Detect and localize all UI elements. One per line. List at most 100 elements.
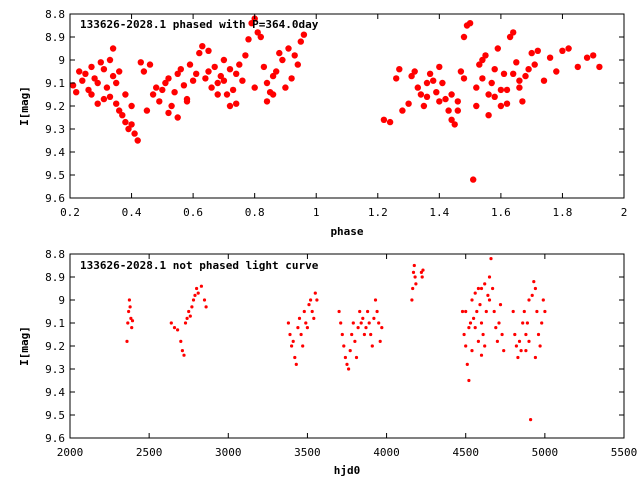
unphased-data-point <box>183 321 188 325</box>
phased-data-point <box>399 107 406 114</box>
unphased-data-point <box>204 305 208 309</box>
phased-data-point <box>583 54 591 61</box>
phased-data-point <box>430 77 437 84</box>
phased-data-point <box>149 91 157 98</box>
phased-data-point <box>131 130 138 137</box>
unphased-data-point <box>502 349 506 353</box>
unphased-data-point <box>536 332 541 337</box>
unphased-data-point <box>130 326 134 330</box>
phased-x-tick-label: 0.2 <box>60 206 80 219</box>
unphased-data-point <box>517 339 522 343</box>
unphased-data-point <box>369 332 373 337</box>
unphased-data-point <box>343 355 347 360</box>
unphased-x-tick-label: 3000 <box>215 446 242 459</box>
phased-data-point <box>454 107 461 114</box>
unphased-data-point <box>348 349 352 353</box>
phased-data-point <box>205 47 212 54</box>
unphased-ticks: 2000 2500 3000 3500 4000 4500 5000 5500 8.8 8.9 9 9… <box>45 248 637 459</box>
phased-data-point <box>516 84 523 91</box>
unphased-data-point <box>345 362 349 366</box>
phased-data-point <box>528 49 535 57</box>
phased-data-point <box>433 89 440 96</box>
unphased-data-point <box>293 355 297 360</box>
unphased-chart-title: 133626-2028.1 not phased light curve <box>80 259 319 272</box>
phased-data-point <box>451 121 458 128</box>
phased-y-tick-label: 8.9 <box>45 31 65 44</box>
phased-chart-title: 133626-2028.1 phased with P=364.0day <box>80 18 319 31</box>
unphased-data-point <box>411 270 416 274</box>
unphased-data-point <box>191 298 196 302</box>
phased-data-point <box>165 75 172 82</box>
phased-x-tick-label: 1.4 <box>429 206 449 219</box>
unphased-data-point <box>464 344 468 348</box>
unphased-data-point <box>532 280 536 284</box>
phased-data-point <box>288 75 295 82</box>
phased-y-tick-label: 9.2 <box>45 100 65 113</box>
unphased-data-point <box>315 298 319 302</box>
unphased-data-point <box>511 309 515 314</box>
unphased-data-point <box>378 339 382 343</box>
unphased-data-point <box>478 303 482 307</box>
unphased-data-point <box>291 339 295 343</box>
phased-y-tick-label: 9.5 <box>45 169 65 182</box>
phased-data-point <box>503 86 511 94</box>
unphased-data-point <box>479 286 484 291</box>
phased-y-tick-label: 9 <box>58 54 65 67</box>
unphased-y-tick-label: 9.4 <box>45 386 65 399</box>
unphased-data-point <box>375 309 379 314</box>
phased-data-point <box>242 52 249 59</box>
unphased-chart: 2000 2500 3000 3500 4000 4500 5000 5500 8.8 8.9 9 9… <box>18 248 637 477</box>
phased-data-point <box>214 91 221 98</box>
unphased-x-axis-label: hjd0 <box>334 464 361 477</box>
unphased-data-point <box>492 309 496 314</box>
phased-data-point <box>510 70 517 78</box>
phased-data-point <box>297 38 304 45</box>
phased-data-point <box>285 45 292 52</box>
phased-data-point <box>113 79 120 87</box>
phased-data-point <box>165 109 172 117</box>
unphased-data-point <box>199 284 203 288</box>
unphased-data-point <box>527 339 531 343</box>
phased-data-point <box>183 98 191 105</box>
phased-data-point <box>100 95 108 103</box>
phased-data-point <box>436 98 443 105</box>
phased-data-point <box>426 70 434 78</box>
unphased-data-point <box>169 321 173 325</box>
unphased-data-point <box>420 275 424 279</box>
phased-data-point <box>113 100 120 107</box>
phased-data-point <box>220 77 228 84</box>
phased-data-point <box>396 66 403 73</box>
unphased-data-point <box>288 332 292 337</box>
phased-data-point <box>211 63 218 71</box>
phased-data-point <box>76 68 83 75</box>
phased-data-point <box>491 93 498 101</box>
phased-data-point <box>162 79 169 87</box>
phased-data-point <box>460 75 468 82</box>
unphased-data-point <box>489 257 493 261</box>
phased-data-point <box>91 75 98 82</box>
phased-data-point <box>516 77 523 84</box>
phased-data-point <box>473 102 480 110</box>
unphased-data-point <box>362 332 366 337</box>
unphased-data-point <box>476 286 480 291</box>
phased-data-point <box>223 91 231 98</box>
unphased-data-point <box>125 339 129 343</box>
phased-data-point <box>436 63 443 71</box>
phased-data-point <box>380 116 388 124</box>
phased-data-point <box>423 79 431 87</box>
unphased-data-point <box>525 321 530 325</box>
phased-data-point <box>134 137 141 144</box>
phased-data-point <box>420 102 428 110</box>
phased-data-point <box>85 86 92 94</box>
unphased-data-point <box>377 321 381 325</box>
unphased-data-points <box>125 257 547 422</box>
phased-data-point <box>439 79 446 87</box>
phased-data-point <box>116 68 123 75</box>
unphased-data-point <box>354 355 359 360</box>
unphased-data-point <box>473 291 477 295</box>
phased-data-point <box>106 93 114 101</box>
unphased-data-point <box>483 344 487 348</box>
unphased-data-point <box>494 326 498 330</box>
unphased-data-point <box>188 314 192 318</box>
